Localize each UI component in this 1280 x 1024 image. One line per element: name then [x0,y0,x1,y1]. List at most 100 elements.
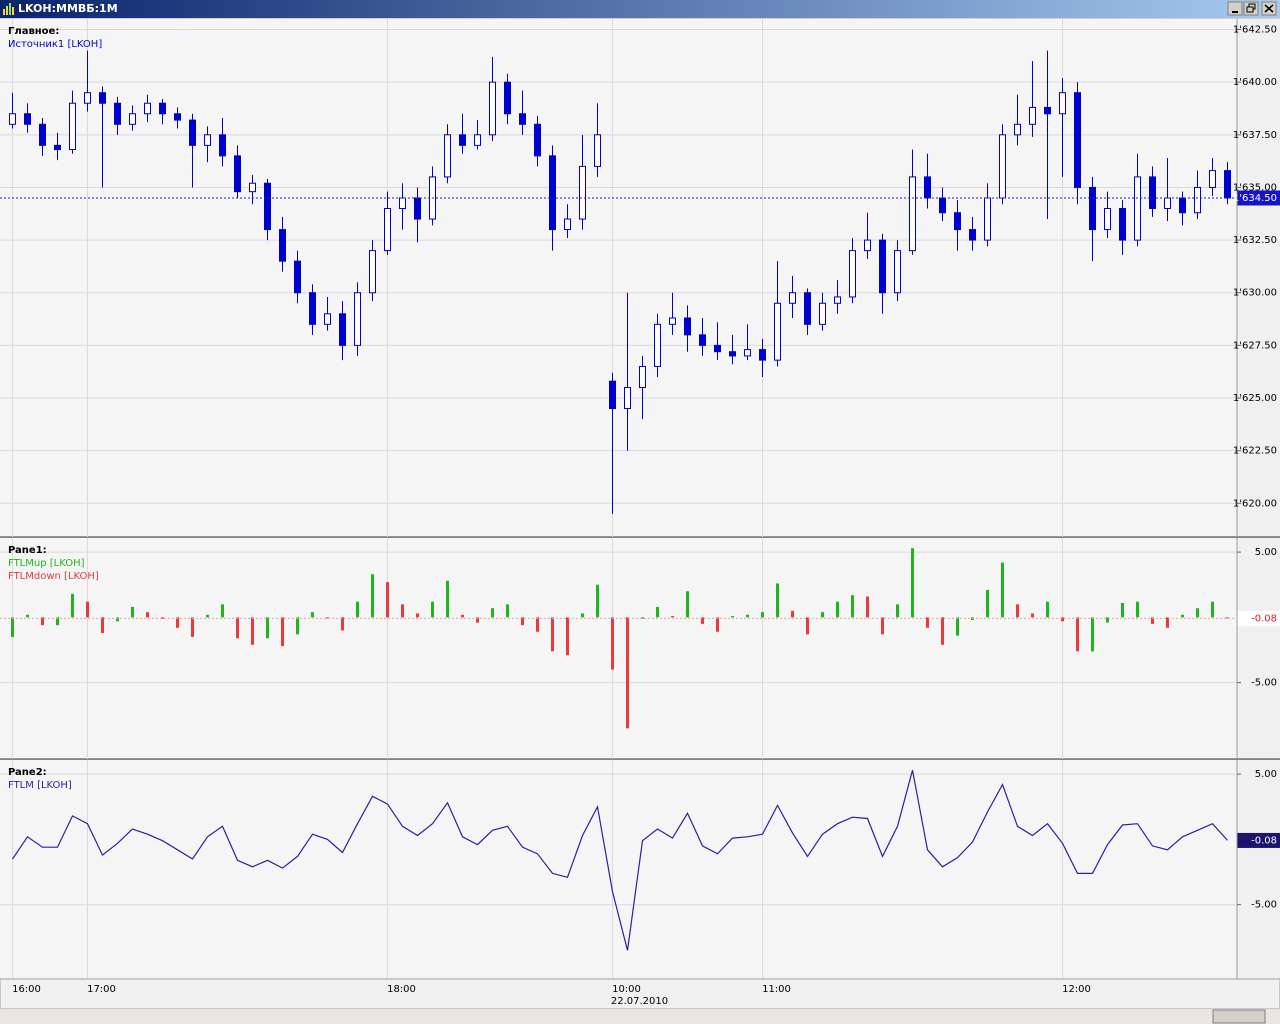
histogram-bar [881,617,884,635]
histogram-bar [401,604,404,618]
candle-body [1134,176,1141,241]
histogram-bar [926,617,929,628]
histogram-bar [476,617,479,623]
histogram-bar [611,617,614,670]
histogram-bar [791,610,794,618]
histogram-bar [236,617,239,639]
candle-body [354,292,361,346]
histogram-bar [206,614,209,618]
histogram-bar [101,617,104,634]
last-value-box [1237,190,1280,206]
candle-body [624,386,631,410]
candle-body [924,176,931,199]
histogram-bar [1046,601,1049,618]
candle-body [519,113,526,125]
candle-body [189,119,196,146]
candle-body [504,81,511,115]
candle-body [1059,92,1066,115]
candle-body [54,144,61,151]
histogram-bar [836,601,839,618]
candle-body [369,250,376,294]
candle-body [1029,106,1036,125]
value-axis [1237,538,1280,759]
legend-entry: FTLM [LKOH] [8,780,72,791]
candle-body [609,380,616,410]
scroll-thumb[interactable] [1212,1009,1266,1024]
y-tick-label: -5.00 [1251,678,1277,689]
minimize-button[interactable] [1227,1,1243,16]
histogram-bar [716,617,719,632]
plots: 1'620.00 1'622.50 1'625.00 1'627.50 1'630.00… [0,19,1280,980]
histogram-bar [1106,617,1109,623]
histogram-bar [536,617,539,632]
candle-body [759,349,766,361]
candle-body [69,102,76,151]
histogram-bar [251,617,254,645]
histogram-bar [341,617,344,631]
pane-background [0,538,1237,759]
histogram-bar [86,601,89,618]
pane-background [0,19,1237,537]
histogram-bar [311,612,314,618]
y-tick-label: 1'632.50 [1233,235,1277,246]
candle-body [1209,170,1216,188]
histogram-bar [896,604,899,618]
y-tick-label: 1'620.00 [1233,498,1277,509]
candle-body [1089,186,1096,231]
candle-body [984,197,991,241]
histogram-bar [11,617,14,637]
candle-body [129,113,136,125]
candle-body [324,313,331,325]
candle-body [699,334,706,346]
histogram-bar [776,583,779,618]
candle-body [279,229,286,262]
histogram-bar [1166,617,1169,628]
candle-body [459,134,466,146]
window-title: LKOH:ММВБ:1М [18,2,118,15]
candle-body [1149,176,1156,210]
last-value-label: -0.08 [1251,613,1277,624]
candle-body [864,239,871,252]
histogram-bar [221,604,224,618]
window-buttons[interactable] [1227,1,1277,16]
candle-body [1179,197,1186,214]
candle-body [534,123,541,157]
histogram-bar [941,617,944,645]
candle-body [249,182,256,193]
candle-body [894,250,901,294]
legend-entry: FTLMup [LKOH] [8,558,85,569]
candle-body [84,92,91,104]
pane-title: Pane1: [8,545,47,556]
candle-body [1104,208,1111,231]
histogram-bar [671,616,674,618]
histogram-bar [1001,562,1004,618]
y-tick-label: 5.00 [1255,547,1277,558]
histogram-bar [821,612,824,618]
histogram-bar [146,612,149,618]
candle-body [729,351,736,357]
histogram-bar [551,617,554,652]
x-tick-label: 17:00 [87,984,116,995]
y-tick-label: 1'630.00 [1233,288,1277,299]
candle-body [879,239,886,294]
candle-body [339,313,346,346]
pane: 5.00 -5.00 -0.08 Pane1: FTLMup [LKOH] FTLMdow… [0,538,1280,760]
histogram-bar [176,617,179,628]
histogram-bar [956,617,959,636]
candle-body [939,197,946,214]
candle-body [264,182,271,231]
histogram-bar [911,548,914,618]
last-value-label: 1'634.50 [1233,193,1277,204]
candle-body [294,260,301,294]
candle-body [39,123,46,146]
candle-body [204,134,211,146]
candle-body [1164,197,1171,210]
scrollbar[interactable] [0,1009,1280,1024]
histogram-bar [1226,617,1229,619]
histogram-bar [1151,617,1154,624]
histogram-bar [761,612,764,618]
histogram-bar [491,608,494,618]
histogram-bar [1091,617,1094,652]
pane: 5.00 -5.00 -0.08 Pane2: FTLM [LKOH] [0,760,1280,980]
